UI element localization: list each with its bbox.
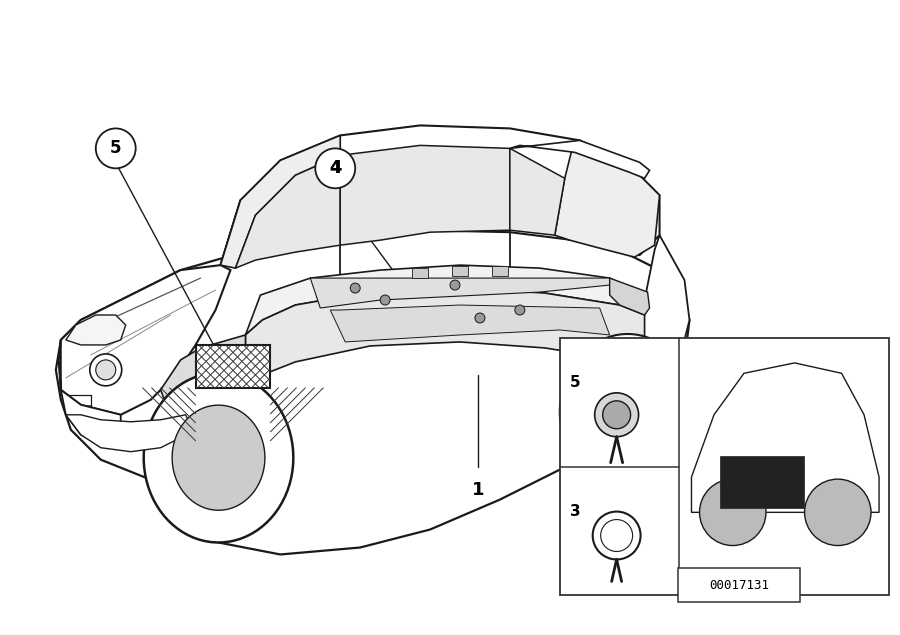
Polygon shape: [220, 126, 660, 265]
Polygon shape: [236, 156, 340, 268]
Text: 5: 5: [110, 139, 122, 157]
Polygon shape: [160, 335, 246, 430]
FancyBboxPatch shape: [560, 338, 889, 596]
Polygon shape: [492, 266, 508, 276]
Polygon shape: [619, 235, 689, 420]
Polygon shape: [56, 228, 689, 554]
Circle shape: [380, 295, 390, 305]
Circle shape: [715, 408, 754, 448]
Polygon shape: [172, 405, 265, 511]
Polygon shape: [583, 361, 671, 462]
Polygon shape: [720, 457, 804, 508]
Polygon shape: [220, 135, 340, 268]
Polygon shape: [452, 266, 468, 276]
Text: 00017131: 00017131: [709, 579, 770, 592]
Polygon shape: [66, 415, 191, 451]
Polygon shape: [144, 373, 293, 542]
Circle shape: [595, 393, 639, 437]
Text: 3: 3: [729, 418, 740, 437]
Circle shape: [603, 401, 631, 429]
Circle shape: [805, 479, 871, 545]
Circle shape: [95, 128, 136, 168]
Polygon shape: [58, 265, 230, 415]
Polygon shape: [560, 334, 696, 490]
Circle shape: [683, 361, 711, 389]
Polygon shape: [691, 363, 879, 512]
Circle shape: [600, 519, 633, 551]
Circle shape: [515, 305, 525, 315]
Polygon shape: [195, 345, 270, 388]
Polygon shape: [58, 340, 121, 444]
Polygon shape: [246, 288, 644, 395]
FancyBboxPatch shape: [679, 568, 800, 603]
Text: 5: 5: [570, 375, 580, 391]
Polygon shape: [246, 265, 644, 335]
Circle shape: [350, 283, 360, 293]
Polygon shape: [510, 149, 564, 235]
Polygon shape: [510, 140, 650, 178]
Circle shape: [676, 353, 719, 397]
Text: 3: 3: [570, 504, 580, 519]
Circle shape: [90, 354, 122, 386]
Polygon shape: [310, 278, 630, 308]
Circle shape: [475, 313, 485, 323]
Circle shape: [450, 280, 460, 290]
Text: 2: 2: [559, 469, 571, 486]
Polygon shape: [340, 145, 510, 245]
Polygon shape: [66, 315, 126, 345]
Text: 4: 4: [329, 159, 341, 177]
Polygon shape: [609, 278, 650, 315]
Polygon shape: [412, 268, 428, 278]
Polygon shape: [554, 140, 660, 257]
Circle shape: [593, 512, 641, 559]
Circle shape: [95, 360, 116, 380]
Circle shape: [315, 149, 356, 189]
Text: 4: 4: [329, 159, 341, 177]
Circle shape: [699, 479, 766, 545]
Text: 1: 1: [472, 481, 484, 498]
Polygon shape: [330, 305, 609, 342]
